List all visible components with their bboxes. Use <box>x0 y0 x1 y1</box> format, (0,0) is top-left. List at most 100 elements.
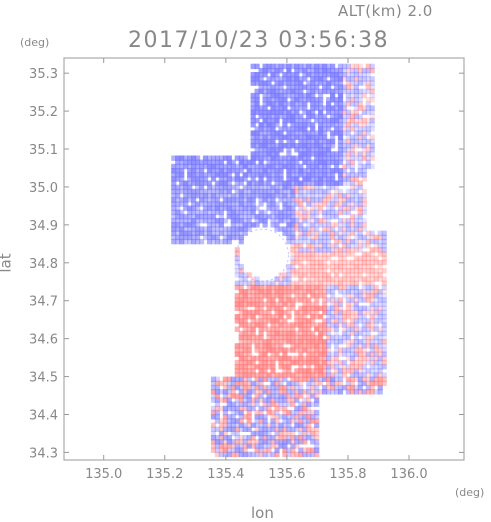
velocity-cell <box>230 230 236 236</box>
velocity-cell <box>369 389 375 395</box>
velocity-cell <box>258 113 264 120</box>
velocity-cell <box>361 67 367 74</box>
velocity-cell <box>171 197 177 203</box>
velocity-cell <box>353 284 359 291</box>
velocity-cell <box>349 193 355 199</box>
velocity-cell <box>290 297 296 303</box>
velocity-cell <box>326 201 332 207</box>
velocity-cell <box>377 314 383 320</box>
velocity-cell <box>345 176 351 182</box>
velocity-cell <box>333 326 340 332</box>
velocity-cell <box>357 72 363 78</box>
velocity-cell <box>179 163 185 170</box>
velocity-cell <box>206 238 213 245</box>
velocity-cell <box>286 322 292 328</box>
velocity-cell <box>314 268 320 274</box>
velocity-cell <box>302 418 308 424</box>
velocity-cell <box>282 368 288 374</box>
velocity-cell <box>214 447 220 453</box>
velocity-cell <box>357 101 363 107</box>
velocity-cell <box>306 397 312 403</box>
velocity-cell <box>234 401 240 407</box>
velocity-cell <box>222 393 228 399</box>
velocity-cell <box>258 322 264 328</box>
velocity-cell <box>341 276 348 282</box>
velocity-cell <box>318 284 324 291</box>
velocity-cell <box>318 172 324 178</box>
velocity-cell <box>242 297 248 303</box>
velocity-cell <box>306 401 312 407</box>
velocity-cell <box>278 67 284 74</box>
velocity-cell <box>242 414 248 420</box>
velocity-cell <box>337 205 344 211</box>
velocity-cell <box>318 314 324 320</box>
velocity-cell <box>310 105 316 111</box>
velocity-cell <box>345 293 351 299</box>
velocity-cell <box>250 193 256 199</box>
velocity-cell <box>298 297 304 303</box>
velocity-cell <box>183 230 189 236</box>
velocity-cell <box>361 226 367 232</box>
velocity-cell <box>349 168 355 174</box>
velocity-cell <box>254 289 260 295</box>
velocity-cell <box>250 334 256 341</box>
velocity-cell <box>242 201 248 207</box>
velocity-cell <box>266 168 272 174</box>
velocity-cell <box>310 339 316 345</box>
velocity-cell <box>302 451 308 458</box>
velocity-cell <box>341 368 348 374</box>
velocity-cell <box>250 314 256 320</box>
velocity-cell <box>238 405 244 412</box>
velocity-cell <box>270 92 276 99</box>
velocity-cell <box>270 188 276 195</box>
velocity-cell <box>266 451 272 458</box>
velocity-cell <box>226 209 232 216</box>
velocity-cell <box>314 284 320 291</box>
velocity-cell <box>306 414 312 420</box>
velocity-cell <box>373 389 379 395</box>
velocity-cell <box>238 384 244 391</box>
velocity-cell <box>373 259 379 266</box>
velocity-cell <box>333 151 340 157</box>
velocity-cell <box>191 188 197 195</box>
velocity-cell <box>345 163 351 170</box>
velocity-cell <box>246 159 252 165</box>
velocity-cell <box>250 451 256 458</box>
velocity-cell <box>286 364 292 370</box>
velocity-cell <box>365 163 371 170</box>
velocity-cell <box>373 301 379 307</box>
x-tick-label: 135.4 <box>207 467 244 482</box>
velocity-cell <box>345 268 351 274</box>
velocity-cell <box>214 409 220 416</box>
velocity-cell <box>349 330 355 337</box>
velocity-cell <box>373 243 379 249</box>
velocity-cell <box>373 376 379 382</box>
velocity-cell <box>206 201 213 207</box>
velocity-cell <box>341 339 348 345</box>
velocity-cell <box>353 318 359 324</box>
velocity-cell <box>262 389 268 395</box>
velocity-cell <box>302 401 308 407</box>
velocity-cell <box>353 92 359 99</box>
velocity-cell <box>353 67 359 74</box>
velocity-cell <box>322 193 328 199</box>
velocity-cell <box>282 443 288 449</box>
velocity-cell <box>337 130 344 136</box>
velocity-cell <box>266 76 272 82</box>
velocity-cell <box>318 134 324 140</box>
velocity-cell <box>322 276 328 282</box>
velocity-cell <box>290 193 296 199</box>
velocity-cell <box>333 330 340 337</box>
velocity-cell <box>298 147 304 153</box>
velocity-cell <box>337 117 344 124</box>
velocity-cell <box>306 334 312 341</box>
velocity-cell <box>290 230 296 236</box>
velocity-cell <box>298 272 304 278</box>
velocity-cell <box>314 422 320 428</box>
velocity-cell <box>361 368 367 374</box>
velocity-cell <box>357 205 363 211</box>
velocity-cell <box>298 347 304 353</box>
velocity-cell <box>302 63 308 70</box>
velocity-cell <box>254 155 260 161</box>
velocity-cell <box>175 168 181 174</box>
